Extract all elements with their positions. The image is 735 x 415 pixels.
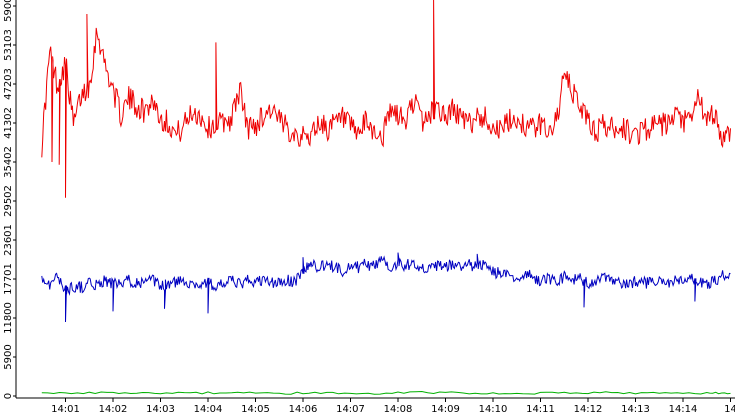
x-tick-label: 14:08	[384, 404, 413, 415]
x-tick-label: 14:11	[526, 404, 555, 415]
y-tick-label: 41302	[3, 107, 14, 139]
x-tick-label: 14:07	[336, 404, 365, 415]
y-tick-label: 11800	[3, 302, 14, 334]
x-tick-label: 14:02	[99, 404, 128, 415]
x-tick-label: 14:04	[194, 404, 223, 415]
x-tick-label: 14:14	[669, 404, 698, 415]
y-tick-label: 53103	[3, 29, 14, 61]
series-line	[41, 0, 731, 198]
y-tick-label: 47203	[3, 68, 14, 100]
x-tick-label: 14:01	[51, 404, 80, 415]
x-tick-label: 14:03	[146, 404, 175, 415]
x-tick-label: 14:10	[479, 404, 508, 415]
y-axis-ticks: 0 5900 11800 17701 23601 29502 35402 41302 47203…	[3, 0, 16, 399]
x-tick-label: 14:06	[289, 404, 318, 415]
y-tick-label: 0	[3, 393, 14, 399]
y-tick-label: 23601	[3, 224, 14, 256]
x-tick-label: 14:13	[621, 404, 650, 415]
x-axis-ticks: 14:01 14:02 14:03 14:04 14:05 14:06 14:07 14:08…	[51, 398, 735, 415]
x-tick-label: 14:05	[241, 404, 270, 415]
x-tick-label: 14:09	[431, 404, 460, 415]
x-tick-label: 14	[724, 404, 735, 415]
y-tick-label: 29502	[3, 185, 14, 217]
y-tick-label: 5900	[3, 344, 14, 369]
x-tick-label: 14:12	[574, 404, 603, 415]
y-tick-label: 17701	[3, 263, 14, 295]
series-layer	[41, 0, 731, 395]
series-line	[41, 390, 731, 395]
series-line	[41, 252, 731, 323]
y-tick-label: 59004	[3, 0, 14, 22]
y-tick-label: 35402	[3, 146, 14, 178]
